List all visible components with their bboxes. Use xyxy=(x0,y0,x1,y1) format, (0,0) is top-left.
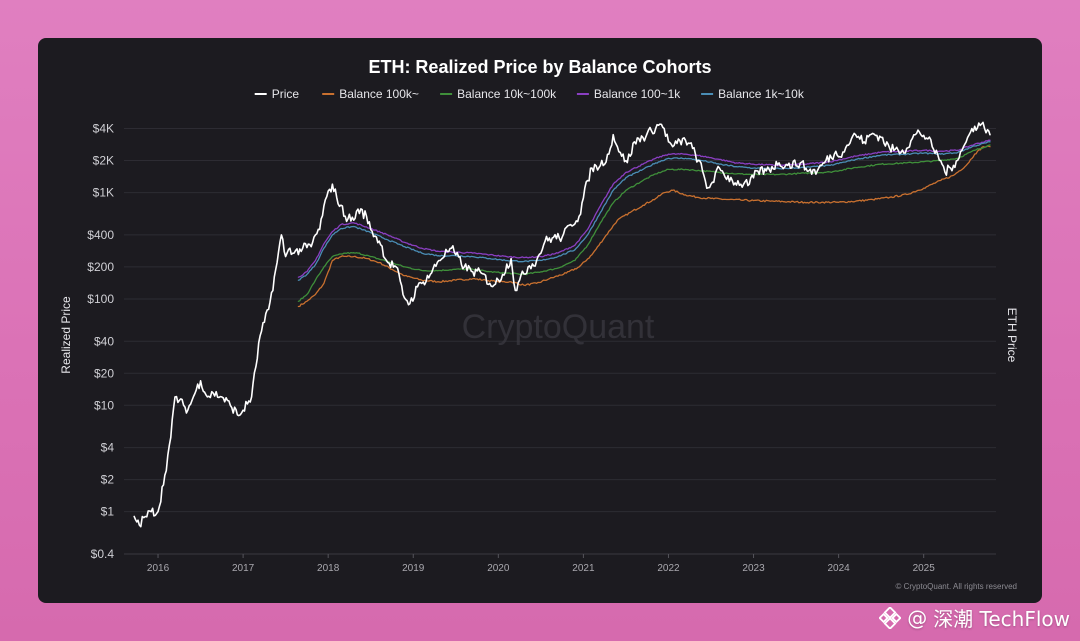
x-tick-label: 2025 xyxy=(913,563,936,574)
binance-square-icon xyxy=(879,606,902,629)
x-tick-label: 2023 xyxy=(742,563,765,574)
x-tick-label: 2019 xyxy=(402,563,425,574)
legend-label: Balance 100~1k xyxy=(594,87,681,101)
y-tick-label: $0.4 xyxy=(91,547,115,561)
series-line-balance-10k-100k xyxy=(297,144,991,302)
chart-title: ETH: Realized Price by Balance Cohorts xyxy=(368,57,711,77)
y-tick-label: $40 xyxy=(94,334,114,348)
legend-label: Balance 100k~ xyxy=(339,87,419,101)
x-tick-label: 2022 xyxy=(657,563,680,574)
x-tick-label: 2016 xyxy=(147,563,170,574)
y-tick-label: $1 xyxy=(101,505,115,519)
legend-label: Balance 1k~10k xyxy=(718,87,805,101)
series-line-balance-1k-10k xyxy=(297,141,991,281)
copyright-text: © CryptoQuant. All rights reserved xyxy=(896,582,1018,591)
y-axis: $4K $2K $1K $400 $200 $100 $40 $20 $10 $4 $2 $1 $0.4 xyxy=(87,122,114,561)
series-line-balance-100k- xyxy=(297,145,991,308)
brand-name: 深潮 TechFlow xyxy=(933,607,1070,631)
y-tick-label: $200 xyxy=(87,260,114,274)
x-tick-label: 2020 xyxy=(487,563,510,574)
x-tick-label: 2024 xyxy=(827,563,850,574)
x-tick-label: 2021 xyxy=(572,563,595,574)
series-line-price xyxy=(133,121,991,528)
legend-label: Price xyxy=(272,87,300,101)
series-group xyxy=(133,121,991,528)
x-axis: 2016 2017 2018 2019 2020 2021 2022 2023 2024 2025 xyxy=(124,553,996,574)
watermark-text: CryptoQuant xyxy=(462,308,655,346)
y-tick-label: $400 xyxy=(87,228,114,242)
y-tick-label: $4 xyxy=(101,441,115,455)
x-tick-label: 2017 xyxy=(232,563,255,574)
y-tick-label: $4K xyxy=(93,122,114,136)
chart-card: ETH: Realized Price by Balance Cohorts P… xyxy=(38,38,1042,603)
brand-watermark: @ 深潮 TechFlow xyxy=(879,603,1070,632)
brand-at-symbol: @ xyxy=(907,605,928,630)
legend: Price Balance 100k~ Balance 10k~100k Balanc… xyxy=(254,87,805,101)
y-tick-label: $1K xyxy=(93,186,114,200)
series-line-balance-100-1k xyxy=(297,139,991,278)
y-tick-label: $20 xyxy=(94,366,114,380)
legend-label: Balance 10k~100k xyxy=(457,87,557,101)
x-tick-label: 2018 xyxy=(317,563,340,574)
y-axis-right-label: ETH Price xyxy=(1005,308,1019,363)
y-tick-label: $2K xyxy=(93,154,114,168)
y-axis-label: Realized Price xyxy=(59,296,73,374)
chart: ETH: Realized Price by Balance Cohorts P… xyxy=(59,57,1019,591)
y-tick-label: $10 xyxy=(94,398,114,412)
y-tick-label: $2 xyxy=(101,473,115,487)
y-tick-label: $100 xyxy=(87,292,114,306)
